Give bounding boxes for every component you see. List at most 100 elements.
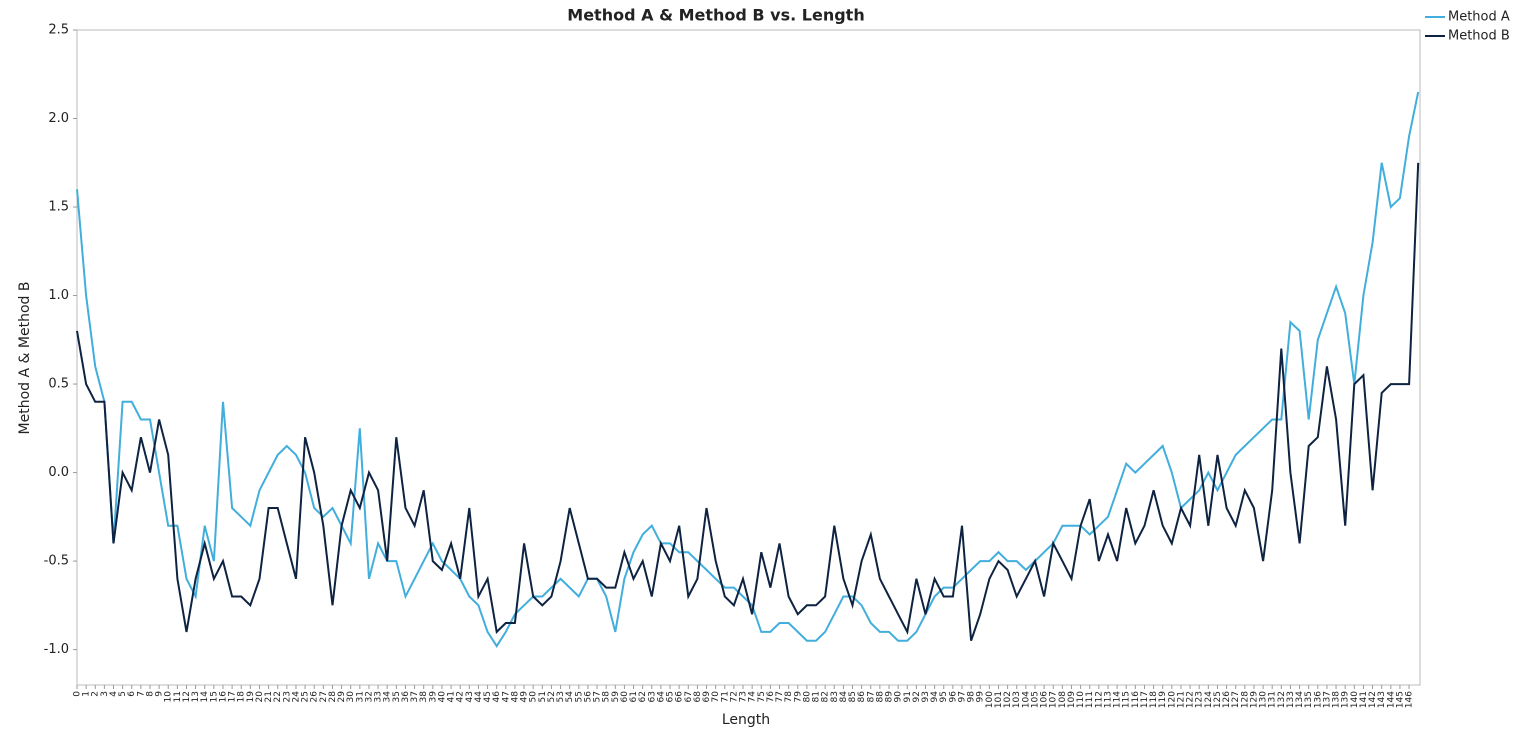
x-tick-label: 54	[565, 691, 575, 703]
x-tick-label: 106	[1040, 691, 1050, 708]
x-tick-label: 26	[310, 691, 320, 703]
x-tick-label: 131	[1268, 691, 1278, 708]
x-tick-label: 45	[483, 691, 493, 702]
x-tick-label: 138	[1332, 691, 1342, 708]
x-tick-label: 13	[191, 691, 201, 702]
x-tick-label: 115	[1122, 691, 1132, 708]
x-tick-label: 103	[1012, 691, 1022, 708]
x-tick-label: 101	[994, 691, 1004, 708]
y-tick-label: -0.5	[44, 554, 69, 569]
x-tick-label: 132	[1277, 691, 1287, 708]
x-tick-label: 60	[620, 691, 630, 703]
x-tick-label: 0	[73, 691, 83, 697]
x-tick-label: 6	[127, 691, 137, 697]
x-tick-label: 3	[100, 691, 110, 697]
y-tick-label: 2.5	[48, 23, 69, 38]
x-tick-label: 71	[720, 691, 730, 702]
x-tick-label: 97	[957, 691, 967, 702]
x-tick-label: 120	[1167, 691, 1177, 708]
x-tick-label: 137	[1322, 691, 1332, 708]
x-tick-label: 40	[437, 691, 447, 703]
x-tick-label: 28	[328, 691, 338, 703]
y-tick-label: 1.0	[48, 288, 69, 303]
x-tick-label: 79	[793, 691, 803, 703]
x-tick-label: 14	[200, 691, 210, 703]
x-tick-label: 82	[821, 691, 831, 702]
x-tick-label: 125	[1213, 691, 1223, 708]
x-tick-label: 135	[1304, 691, 1314, 708]
x-tick-label: 141	[1359, 691, 1369, 708]
x-tick-label: 107	[1049, 691, 1059, 708]
x-tick-label: 68	[693, 691, 703, 703]
x-tick-label: 46	[492, 691, 502, 703]
x-tick-label: 128	[1240, 691, 1250, 708]
x-tick-label: 72	[729, 691, 739, 702]
x-tick-label: 51	[538, 691, 548, 702]
x-tick-label: 38	[419, 691, 429, 703]
x-tick-label: 31	[355, 691, 365, 702]
x-tick-label: 34	[383, 691, 393, 703]
x-tick-label: 20	[255, 691, 265, 703]
x-tick-label: 145	[1395, 691, 1405, 708]
x-tick-label: 23	[282, 691, 292, 702]
x-tick-label: 5	[118, 691, 128, 697]
x-tick-label: 37	[410, 691, 420, 702]
x-tick-label: 129	[1249, 691, 1259, 708]
x-tick-label: 42	[456, 691, 466, 702]
x-tick-label: 69	[702, 691, 712, 703]
x-tick-label: 15	[209, 691, 219, 702]
legend-label: Method B	[1448, 29, 1510, 44]
x-tick-label: 114	[1113, 691, 1123, 708]
x-tick-label: 64	[656, 691, 666, 703]
x-tick-label: 50	[529, 691, 539, 703]
x-tick-label: 122	[1186, 691, 1196, 708]
x-tick-label: 43	[465, 691, 475, 702]
x-tick-label: 27	[319, 691, 329, 702]
x-tick-label: 48	[510, 691, 520, 703]
series-line	[76, 91, 1420, 648]
x-tick-label: 24	[291, 691, 301, 703]
x-tick-label: 105	[1030, 691, 1040, 708]
x-tick-label: 35	[392, 691, 402, 702]
x-tick-label: 36	[401, 691, 411, 703]
x-tick-label: 144	[1386, 691, 1396, 708]
x-tick-label: 47	[501, 691, 511, 702]
x-tick-label: 117	[1140, 691, 1150, 708]
x-tick-label: 8	[145, 691, 155, 697]
y-tick-label: 2.0	[48, 111, 69, 126]
x-tick-label: 1	[82, 691, 92, 697]
x-tick-label: 110	[1076, 691, 1086, 708]
x-tick-label: 30	[346, 691, 356, 703]
y-tick-label: 1.5	[48, 200, 69, 215]
x-tick-label: 146	[1405, 691, 1415, 708]
x-tick-label: 53	[556, 691, 566, 702]
x-tick-label: 80	[802, 691, 812, 703]
x-tick-label: 87	[866, 691, 876, 702]
x-tick-label: 57	[593, 691, 603, 702]
x-tick-label: 76	[766, 691, 776, 703]
x-tick-label: 104	[1021, 691, 1031, 708]
x-tick-label: 16	[218, 691, 228, 703]
x-tick-label: 29	[337, 691, 347, 703]
x-tick-label: 86	[857, 691, 867, 703]
x-tick-label: 89	[885, 691, 895, 703]
x-tick-label: 90	[894, 691, 904, 703]
x-axis-label: Length	[722, 712, 770, 728]
y-tick-label: 0.0	[48, 465, 69, 480]
x-tick-label: 52	[547, 691, 557, 702]
x-tick-label: 121	[1176, 691, 1186, 708]
x-tick-label: 18	[237, 691, 247, 703]
x-tick-label: 73	[739, 691, 749, 702]
x-tick-label: 123	[1195, 691, 1205, 708]
x-tick-label: 19	[246, 691, 256, 703]
x-tick-label: 41	[447, 691, 457, 702]
x-tick-label: 94	[930, 691, 940, 703]
x-tick-label: 93	[921, 691, 931, 702]
x-tick-label: 127	[1231, 691, 1241, 708]
x-tick-label: 12	[182, 691, 192, 702]
x-tick-label: 88	[875, 691, 885, 703]
x-tick-label: 78	[784, 691, 794, 703]
x-tick-label: 111	[1085, 691, 1095, 708]
x-tick-label: 67	[684, 691, 694, 702]
x-tick-label: 65	[666, 691, 676, 702]
